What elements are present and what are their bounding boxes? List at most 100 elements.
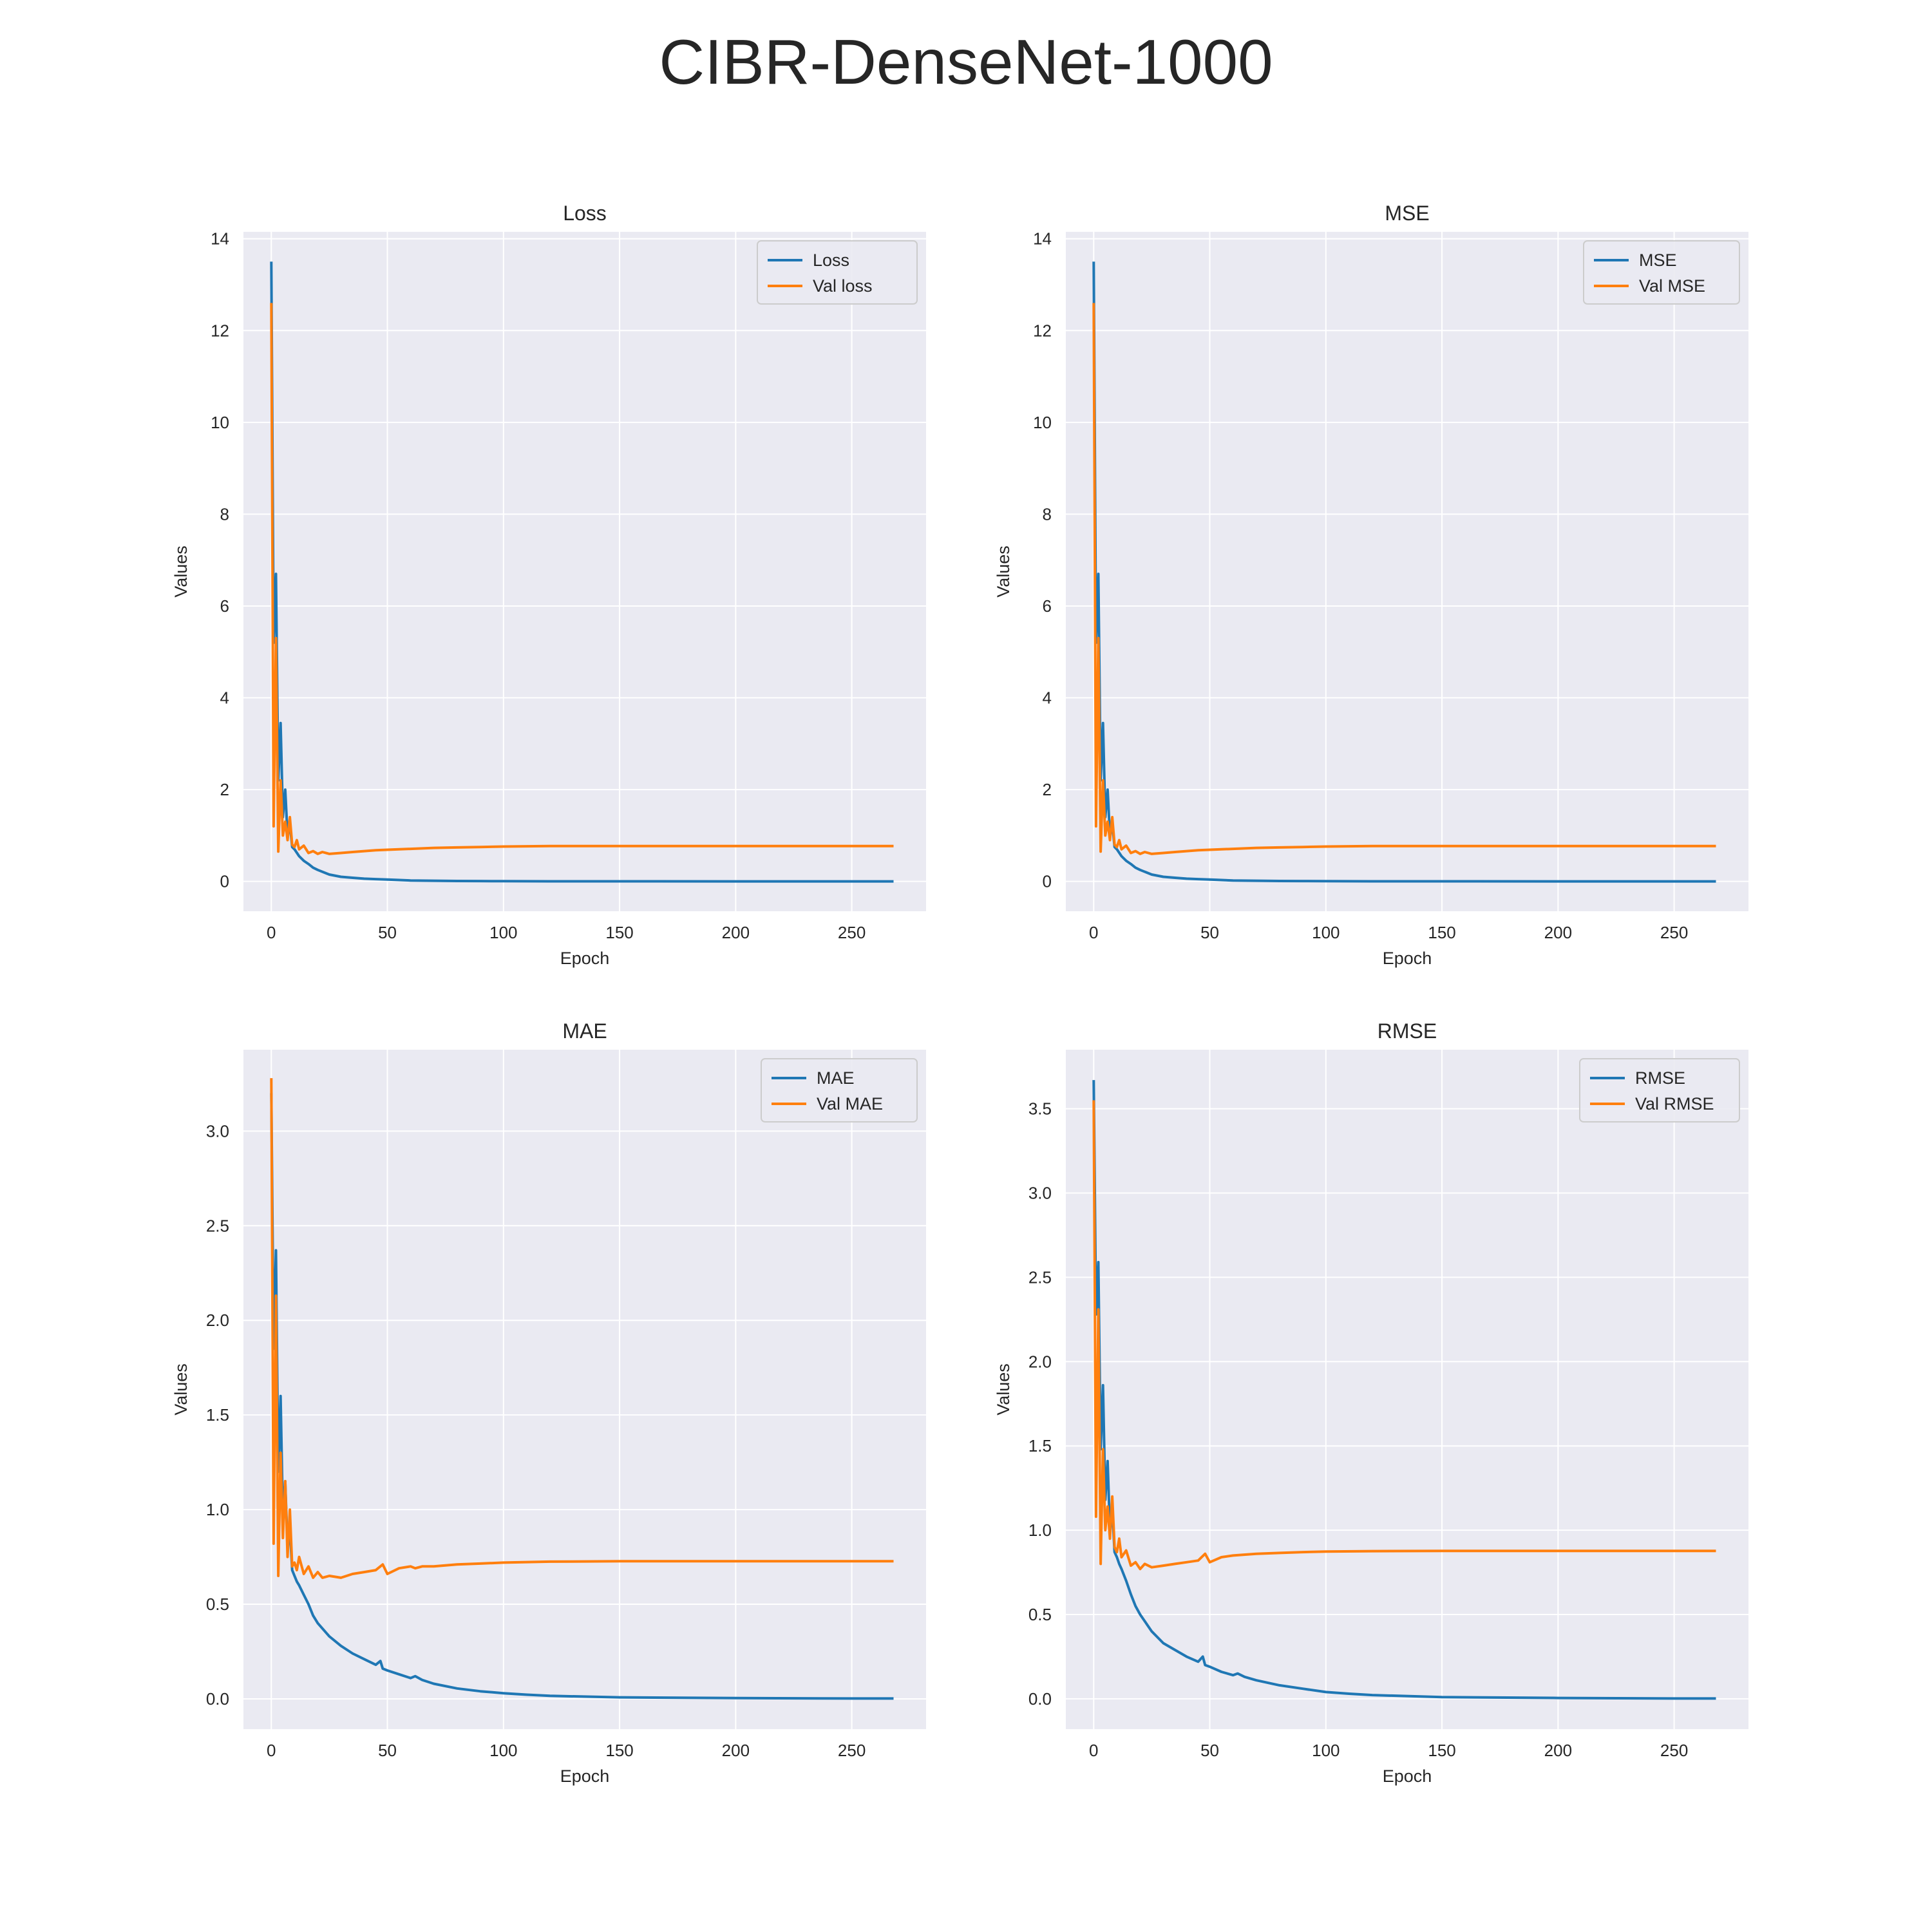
val-rmse-line: [1092, 1100, 1716, 1571]
rmse-panel: 0 50 100 150 200 250 0.0 0.5 1.0 1.5 2.0 2.5 3.0 3.5 R…: [994, 1019, 1748, 1786]
mae-x-tick-label: 50: [378, 1741, 397, 1760]
mae-y-tick-label: 2.0: [206, 1311, 229, 1330]
loss-line: [270, 261, 894, 883]
val-mse-legend-label: Val MSE: [1639, 276, 1705, 296]
loss-y-tick-label: 12: [211, 321, 229, 340]
loss-x-tick-label: 250: [838, 923, 866, 942]
mse-y-tick-label: 4: [1043, 688, 1052, 708]
mae-y-tick-label: 3.0: [206, 1121, 229, 1141]
mse-y-tick-label: 14: [1033, 229, 1052, 249]
rmse-x-tick-label: 200: [1544, 1741, 1572, 1760]
rmse-y-tick-label: 1.5: [1028, 1436, 1052, 1455]
loss-y-tick-label: 14: [211, 229, 229, 249]
loss-y-tick-label: 4: [220, 688, 229, 708]
mae-xlabel: Epoch: [560, 1766, 610, 1786]
rmse-y-tick-label: 0.5: [1028, 1605, 1052, 1624]
mae-y-tick-label: 0.5: [206, 1595, 229, 1614]
mse-x-tick-label: 150: [1428, 923, 1455, 942]
rmse-y-tick-label: 2.0: [1028, 1352, 1052, 1371]
loss-legend-box: [757, 240, 918, 305]
mse-y-tick-label: 0: [1043, 872, 1052, 891]
rmse-legend-label: RMSE: [1635, 1068, 1685, 1088]
loss-xlabel: Epoch: [560, 949, 610, 968]
mae-legend: MAE Val MAE: [761, 1058, 918, 1122]
mse-x-tick-label: 0: [1089, 923, 1098, 942]
mae-x-tick-label: 150: [605, 1741, 633, 1760]
mse-x-tick-label: 100: [1312, 923, 1340, 942]
loss-y-tick-label: 0: [220, 872, 229, 891]
rmse-x-tick-label: 250: [1660, 1741, 1688, 1760]
rmse-xlabel: Epoch: [1383, 1766, 1432, 1786]
mae-panel: 0 50 100 150 200 250 0.0 0.5 1.0 1.5 2.0 2.5 3.0 MAE E…: [171, 1019, 926, 1786]
rmse-x-tick-label: 0: [1089, 1741, 1098, 1760]
rmse-legend-box: [1579, 1058, 1740, 1122]
loss-title: Loss: [563, 202, 607, 225]
loss-legend: Loss Val loss: [757, 240, 918, 305]
loss-y-tick-label: 6: [220, 596, 229, 616]
loss-x-tick-label: 200: [722, 923, 750, 942]
mse-panel: 0 50 100 150 200 250 0 2 4 6 8 10 12 14 MSE Epoch Values…: [994, 202, 1748, 968]
loss-x-tick-label: 100: [489, 923, 517, 942]
val-mse-line: [1092, 303, 1716, 855]
mae-x-tick-label: 0: [267, 1741, 276, 1760]
rmse-line: [1092, 1080, 1716, 1700]
loss-y-tick-label: 2: [220, 780, 229, 799]
loss-panel: 0 50 100 150 200 250 0 2 4 6 8 10 12 14 Loss Epoch Value…: [171, 202, 926, 968]
mae-legend-box: [761, 1058, 918, 1122]
mae-y-tick-label: 0.0: [206, 1689, 229, 1709]
mae-plot-area: [243, 1050, 926, 1729]
mse-plot-area: [1066, 232, 1748, 911]
rmse-y-tick-label: 3.0: [1028, 1184, 1052, 1203]
mae-x-tick-label: 100: [489, 1741, 517, 1760]
rmse-plot-area: [1066, 1050, 1748, 1729]
loss-x-tick-label: 150: [605, 923, 633, 942]
rmse-x-tick-label: 150: [1428, 1741, 1455, 1760]
loss-y-tick-label: 10: [211, 413, 229, 432]
rmse-y-tick-label: 1.0: [1028, 1520, 1052, 1540]
rmse-title: RMSE: [1378, 1019, 1437, 1043]
mae-y-tick-label: 1.0: [206, 1500, 229, 1519]
val-mae-legend-label: Val MAE: [817, 1094, 883, 1113]
rmse-legend: RMSE Val RMSE: [1579, 1058, 1740, 1122]
loss-x-tick-label: 50: [378, 923, 397, 942]
mse-y-tick-label: 8: [1043, 504, 1052, 524]
loss-x-tick-label: 0: [267, 923, 276, 942]
mae-title: MAE: [562, 1019, 607, 1043]
rmse-x-tick-label: 50: [1200, 1741, 1219, 1760]
mse-legend-box: [1583, 240, 1740, 305]
mse-x-tick-label: 200: [1544, 923, 1572, 942]
mae-legend-label: MAE: [817, 1068, 855, 1088]
mae-ylabel: Values: [171, 1363, 191, 1416]
rmse-y-tick-label: 2.5: [1028, 1267, 1052, 1287]
loss-legend-label: Loss: [813, 251, 849, 270]
val-mae-line: [270, 1078, 894, 1579]
loss-y-tick-label: 8: [220, 504, 229, 524]
mae-x-tick-label: 200: [722, 1741, 750, 1760]
mse-y-tick-label: 6: [1043, 596, 1052, 616]
mse-ylabel: Values: [994, 545, 1013, 598]
loss-ylabel: Values: [171, 545, 191, 598]
mae-y-tick-label: 2.5: [206, 1216, 229, 1235]
val-loss-line: [270, 303, 894, 855]
mse-y-tick-label: 2: [1043, 780, 1052, 799]
mse-x-tick-label: 50: [1200, 923, 1219, 942]
val-loss-legend-label: Val loss: [813, 276, 873, 296]
mse-line: [1092, 261, 1716, 883]
mse-legend-label: MSE: [1639, 251, 1677, 270]
mse-x-tick-label: 250: [1660, 923, 1688, 942]
rmse-x-tick-label: 100: [1312, 1741, 1340, 1760]
mae-x-tick-label: 250: [838, 1741, 866, 1760]
rmse-y-tick-label: 3.5: [1028, 1099, 1052, 1119]
rmse-ylabel: Values: [994, 1363, 1013, 1416]
mse-title: MSE: [1385, 202, 1429, 225]
figure-title: CIBR-DenseNet-1000: [659, 26, 1273, 97]
mse-legend: MSE Val MSE: [1583, 240, 1740, 305]
mse-y-tick-label: 10: [1033, 413, 1052, 432]
mse-y-tick-label: 12: [1033, 321, 1052, 340]
mae-y-tick-label: 1.5: [206, 1405, 229, 1425]
mse-xlabel: Epoch: [1383, 949, 1432, 968]
loss-plot-area: [243, 232, 926, 911]
rmse-y-tick-label: 0.0: [1028, 1689, 1052, 1709]
